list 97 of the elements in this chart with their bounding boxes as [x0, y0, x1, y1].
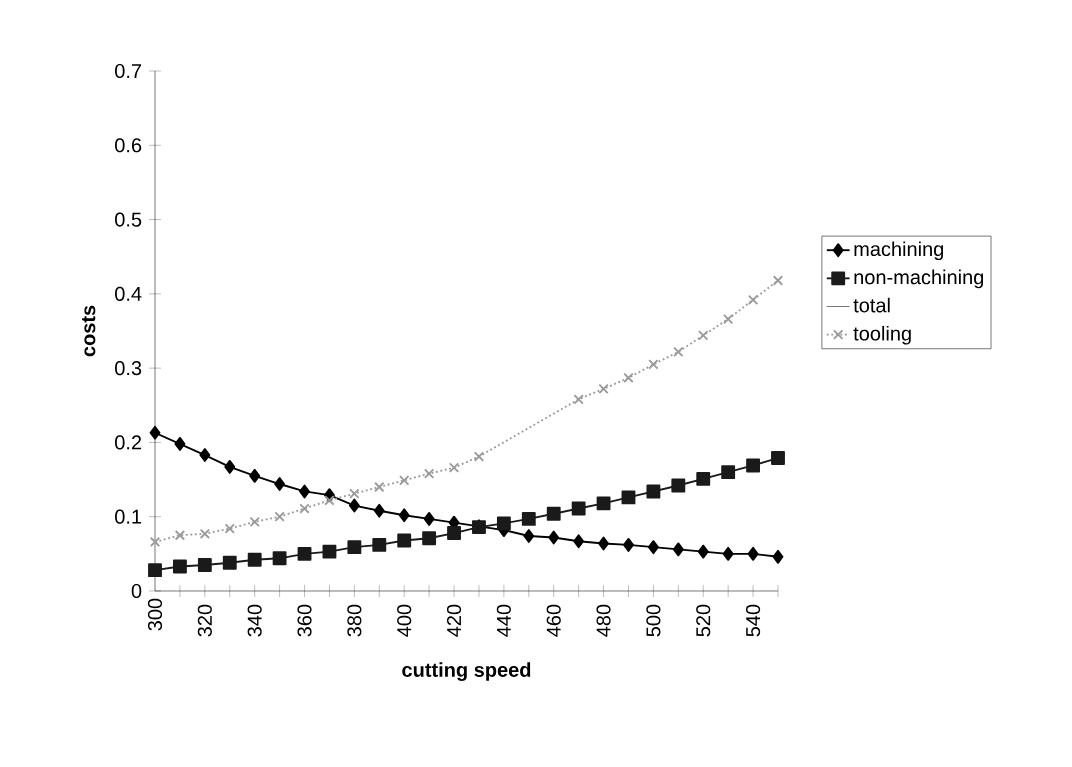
x-tick-label: 360 [297, 604, 312, 637]
y-tick-label: 0.1 [115, 509, 142, 524]
y-axis-title: costs [82, 305, 96, 357]
point [249, 468, 261, 483]
point [199, 528, 211, 539]
point [447, 526, 461, 540]
point [671, 478, 686, 493]
point [722, 313, 734, 325]
x-tick-label: 540 [745, 604, 761, 637]
point [696, 471, 711, 486]
point [372, 537, 387, 552]
x-tick-label: 420 [446, 604, 462, 637]
point [297, 546, 312, 561]
legend-label: total [853, 297, 890, 313]
point [621, 490, 636, 505]
point [448, 462, 460, 473]
x-tick-label: 460 [546, 604, 561, 637]
point [148, 563, 162, 578]
y-tick-label: 0.2 [115, 435, 142, 450]
point [546, 506, 561, 521]
point [373, 503, 385, 518]
point [747, 546, 759, 561]
point [548, 530, 560, 545]
point [647, 540, 659, 555]
point [324, 495, 335, 506]
point [772, 275, 784, 286]
point [721, 465, 736, 480]
point [697, 544, 709, 559]
point [523, 529, 535, 543]
point [149, 425, 161, 440]
point [174, 530, 186, 541]
y-tick-label: 0.7 [115, 63, 142, 79]
x-tick-label: 400 [397, 604, 412, 637]
point [149, 536, 161, 548]
point [598, 536, 609, 551]
point [596, 496, 611, 511]
point [299, 484, 310, 499]
point [274, 511, 285, 522]
point [496, 516, 511, 531]
point [249, 516, 260, 528]
y-tick-label: 0.6 [115, 138, 142, 153]
x-tick-label: 440 [496, 604, 511, 637]
point [224, 459, 236, 474]
point [422, 531, 437, 546]
point [347, 540, 362, 555]
point [722, 546, 734, 561]
point [322, 544, 337, 559]
point [772, 549, 784, 564]
point [771, 451, 785, 465]
point [646, 484, 661, 499]
x-tick-label: 320 [197, 604, 212, 637]
point [573, 534, 585, 549]
y-tick-label: 0.5 [115, 212, 142, 227]
point [348, 498, 360, 513]
point [299, 503, 310, 514]
point [598, 383, 609, 395]
point [571, 501, 586, 516]
point [573, 394, 584, 405]
point [272, 551, 287, 566]
legend-label: non-machining [854, 269, 984, 289]
point [521, 511, 536, 526]
x-tick-label: 480 [596, 604, 611, 637]
point [349, 488, 360, 499]
y-tick-label: 0 [131, 583, 142, 599]
point [224, 523, 235, 534]
point [199, 448, 211, 462]
point [222, 555, 237, 570]
point [423, 468, 435, 479]
point [673, 346, 684, 357]
point [172, 559, 187, 574]
point [423, 511, 435, 526]
x-tick-label: 520 [696, 604, 711, 637]
point [247, 552, 262, 567]
point [397, 533, 412, 548]
y-tick-label: 0.3 [115, 361, 142, 376]
x-tick-label: 300 [147, 598, 163, 631]
point [698, 330, 709, 341]
x-axis-title: cutting speed [402, 662, 531, 681]
point [274, 477, 286, 491]
point [623, 537, 634, 552]
point [399, 475, 410, 486]
point [648, 359, 659, 370]
point [398, 508, 410, 523]
point [174, 436, 186, 451]
legend-label: tooling [853, 325, 911, 345]
point [623, 372, 634, 383]
point [473, 451, 485, 462]
point [746, 458, 761, 473]
x-tick-label: 500 [646, 604, 661, 637]
point [197, 558, 212, 572]
point [747, 294, 759, 305]
y-tick-label: 0.4 [115, 286, 142, 301]
x-tick-label: 380 [347, 604, 362, 637]
legend-label: machining [854, 241, 944, 261]
x-tick-label: 340 [247, 604, 262, 637]
point [672, 542, 684, 557]
point [374, 481, 385, 493]
